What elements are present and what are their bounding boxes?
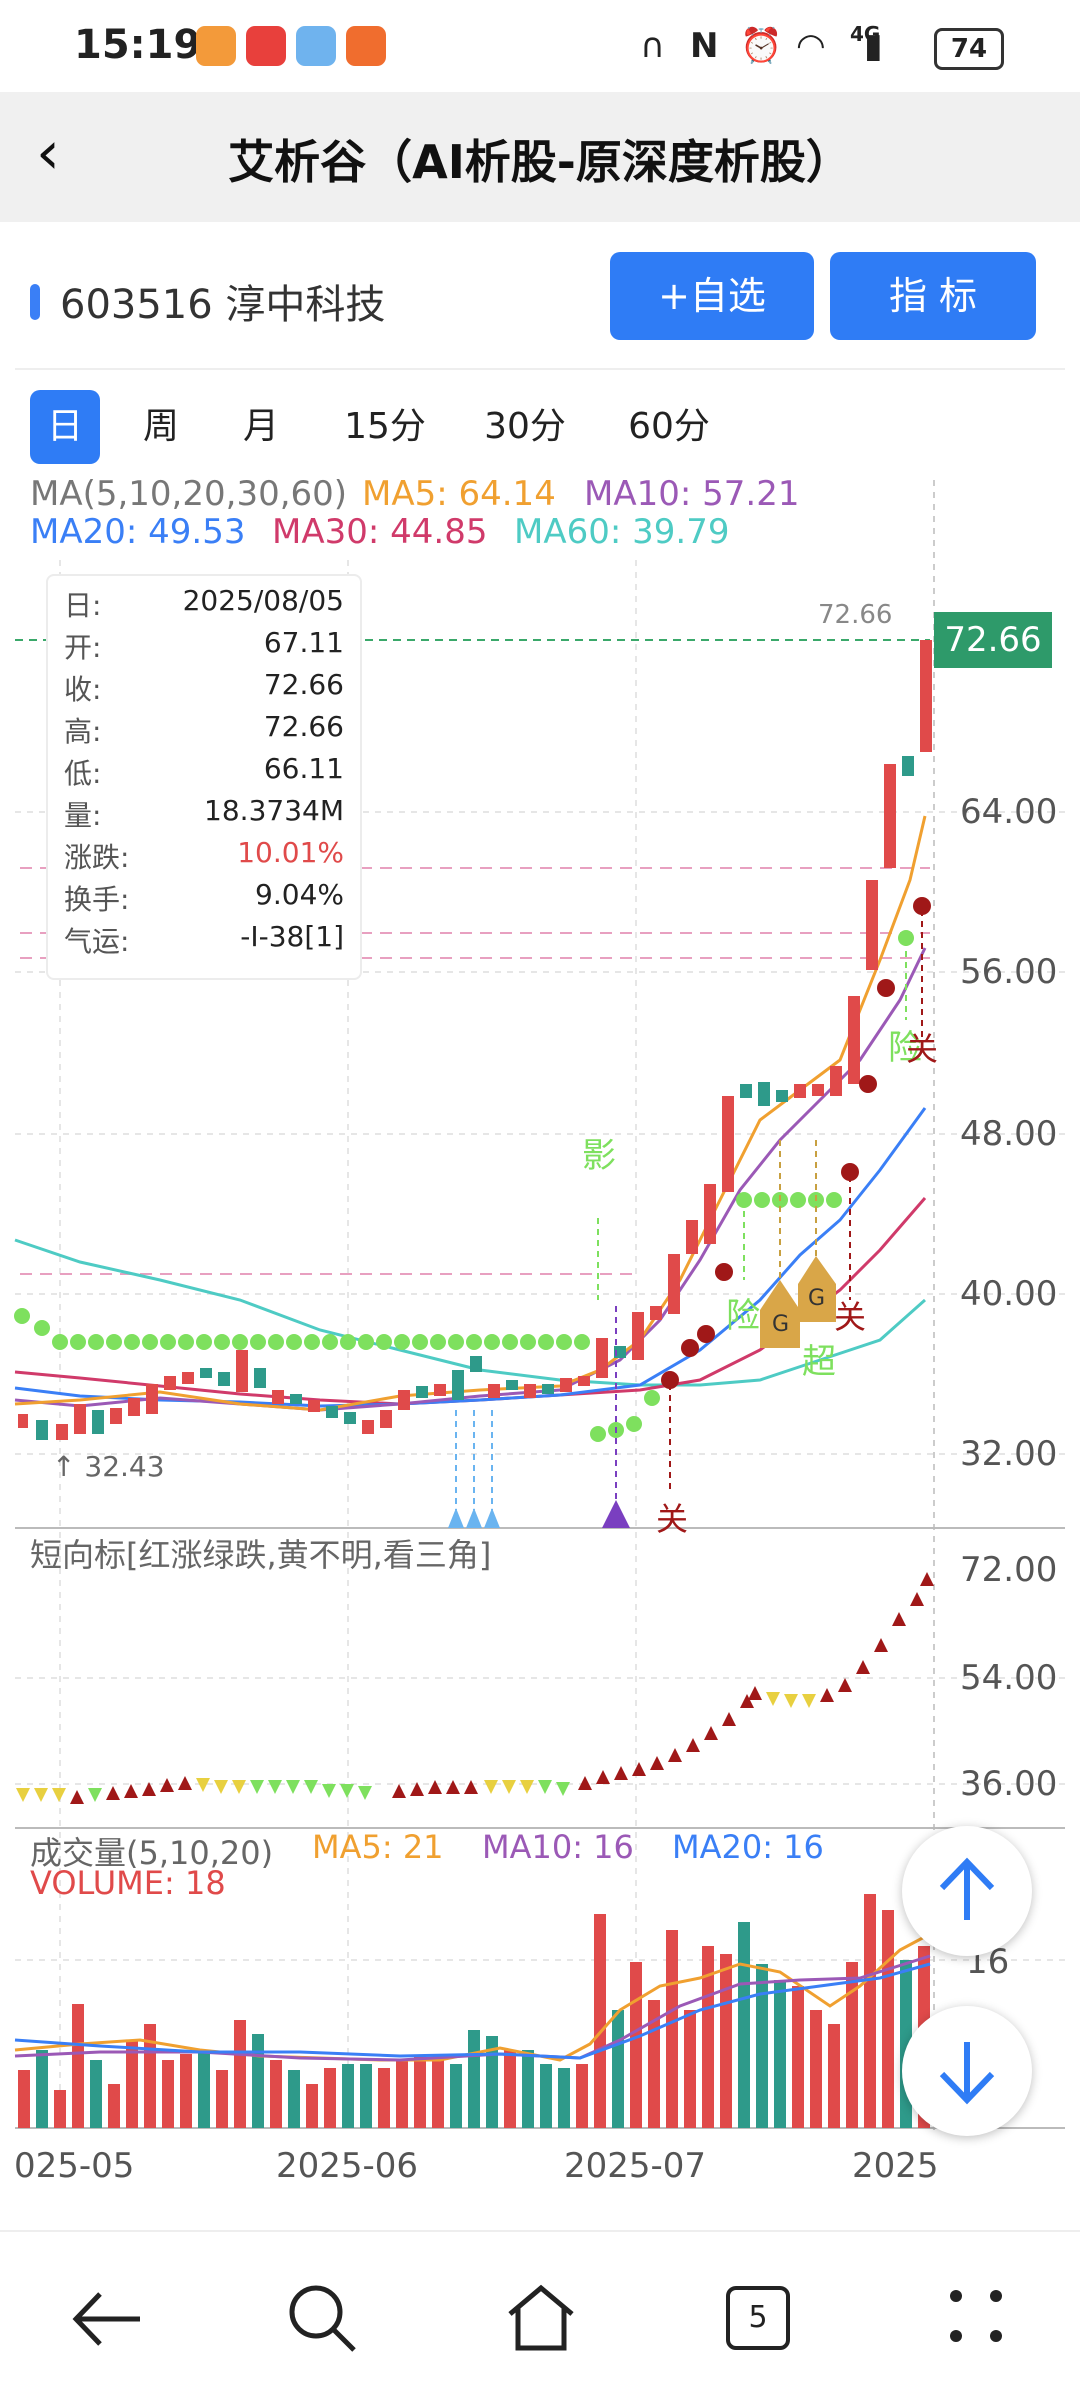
annotation-guan: 关: [906, 1030, 939, 1068]
signal-dashes: [455, 910, 923, 1510]
ma-legend-title: MA(5,10,20,30,60): [30, 474, 348, 514]
y-tick: 56.00: [960, 952, 1058, 992]
network-type: 4G: [850, 22, 881, 46]
info-row-turnover: 换手: 9.04%: [64, 878, 344, 916]
back-arrow-icon[interactable]: [70, 2284, 146, 2354]
candles: [18, 640, 932, 1440]
signal-icon: ▮: [864, 26, 883, 66]
ma5-legend: MA5: 64.14: [362, 474, 556, 514]
annotation-ying: 影: [582, 1136, 616, 1176]
divider: [15, 368, 1065, 370]
short-chart-title: 短向标[红涨绿跌,黄不明,看三角]: [30, 1536, 492, 1574]
x-tick: 025-05: [14, 2146, 135, 2186]
ma60-line: [14, 1238, 926, 1387]
last-price-badge: 72.66: [934, 612, 1052, 668]
chevron-left-icon[interactable]: ‹: [36, 118, 60, 188]
vol-ma5-legend: MA5: 21: [312, 1828, 444, 1866]
x-tick: 2025: [852, 2146, 939, 2186]
status-time: 15:19: [74, 22, 202, 68]
y-tick: 48.00: [960, 1114, 1058, 1154]
ma10-legend: MA10: 57.21: [584, 474, 800, 514]
battery-icon: 74: [934, 28, 1004, 70]
wifi-icon: ◠: [796, 26, 826, 66]
purple-triangle-marker: [602, 1500, 630, 1528]
x-tick: 2025-07: [564, 2146, 707, 2186]
volume-bars: [18, 1894, 930, 2128]
info-row-date: 日: 2025/08/05: [64, 584, 344, 622]
home-icon[interactable]: [504, 2280, 578, 2354]
info-row-high: 高: 72.66: [64, 710, 344, 748]
app-icon-red: [246, 26, 286, 66]
annotation-guan: 关: [656, 1500, 689, 1538]
ma20-legend: MA20: 49.53: [30, 512, 246, 552]
ma60-legend: MA60: 39.79: [514, 512, 730, 552]
tab-15min[interactable]: 15分: [344, 406, 426, 447]
info-row-low: 低: 66.11: [64, 752, 344, 790]
green-dot-signals: [14, 930, 914, 1442]
arrow-down-icon: [939, 2042, 995, 2105]
vol-ma20-line: [14, 1962, 931, 2060]
high-price-label: 72.66: [818, 600, 893, 630]
page-title: 艾析谷（AI析股-原深度析股）: [228, 135, 852, 189]
stock-name: 603516 淳中科技: [60, 282, 386, 328]
alarm-icon: ⏰: [740, 26, 783, 66]
battery-level: 74: [950, 34, 988, 64]
annotation-guan: 关: [834, 1298, 867, 1336]
more-icon[interactable]: [946, 2286, 1006, 2346]
arrow-up-icon: [939, 1857, 995, 1920]
g-badge: [760, 1256, 836, 1348]
info-row-close: 收: 72.66: [64, 668, 344, 706]
app-icon-orange2: [346, 26, 386, 66]
app-icon-blue: [296, 26, 336, 66]
search-icon[interactable]: [286, 2282, 360, 2356]
y-tick: 64.00: [960, 792, 1058, 832]
tab-week[interactable]: 周: [142, 406, 179, 447]
bottom-nav: 5: [0, 2230, 1080, 2402]
nfc-icon: N: [690, 26, 719, 66]
ohlc-info-box: 日: 2025/08/05 开: 67.11 收: 72.66 高: 72.66 低: 6…: [46, 574, 362, 980]
tab-month[interactable]: 月: [242, 406, 279, 447]
tab-60min[interactable]: 60分: [628, 406, 710, 447]
nav-bar: ‹ 艾析谷（AI析股-原深度析股）: [0, 92, 1080, 222]
vol-ma10-legend: MA10: 16: [482, 1828, 634, 1866]
ma30-legend: MA30: 44.85: [272, 512, 488, 552]
info-row-volume: 量: 18.3734M: [64, 794, 344, 832]
annotation-xian: 险: [888, 1028, 922, 1068]
info-row-fortune: 气运: -I-38[1]: [64, 920, 344, 958]
tab-day[interactable]: 日: [30, 390, 100, 464]
short-direction-markers: [16, 1572, 934, 1804]
y-tick: 72.00: [960, 1550, 1058, 1590]
tabs-button[interactable]: 5: [726, 2286, 790, 2350]
y-tick: 32.00: [960, 1434, 1058, 1474]
tab-30min[interactable]: 30分: [484, 406, 566, 447]
annotation-chao: 超: [802, 1342, 836, 1382]
kline-chart[interactable]: [0, 470, 1080, 2170]
blue-triangle-marker: [484, 1508, 500, 1528]
indicator-button[interactable]: 指 标: [830, 252, 1036, 340]
add-watchlist-button[interactable]: +自选: [610, 252, 814, 340]
low-price-label: ↑ 32.43: [52, 1450, 165, 1483]
x-tick: 2025-06: [276, 2146, 419, 2186]
blue-triangle-marker: [448, 1508, 464, 1528]
volume-value: VOLUME: 18: [30, 1864, 226, 1902]
scroll-down-button[interactable]: [902, 2006, 1032, 2136]
annotation-xian: 险: [726, 1296, 760, 1336]
volume-chart-title: 成交量(5,10,20): [30, 1834, 274, 1872]
annotation-g: G: [772, 1312, 790, 1337]
blue-triangle-marker: [466, 1508, 482, 1528]
red-dot-signals: [661, 897, 931, 1389]
info-row-open: 开: 67.11: [64, 626, 344, 664]
headphones-icon: ∩: [640, 26, 665, 66]
y-tick: 40.00: [960, 1274, 1058, 1314]
y-tick: 36.00: [960, 1764, 1058, 1804]
status-bar: 15:19 ∩ N ⏰ ◠ 4G ▮ 74: [0, 0, 1080, 92]
annotation-g: G: [808, 1286, 826, 1311]
stock-indicator-bar: [30, 284, 40, 320]
app-icon-orange: [196, 26, 236, 66]
info-row-change: 涨跌: 10.01%: [64, 836, 344, 874]
scroll-up-button[interactable]: [902, 1826, 1032, 1956]
vol-ma20-legend: MA20: 16: [672, 1828, 824, 1866]
y-tick: 54.00: [960, 1658, 1058, 1698]
